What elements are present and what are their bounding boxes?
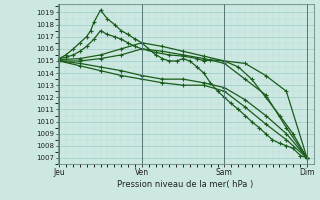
X-axis label: Pression niveau de la mer( hPa ): Pression niveau de la mer( hPa ): [117, 180, 254, 189]
